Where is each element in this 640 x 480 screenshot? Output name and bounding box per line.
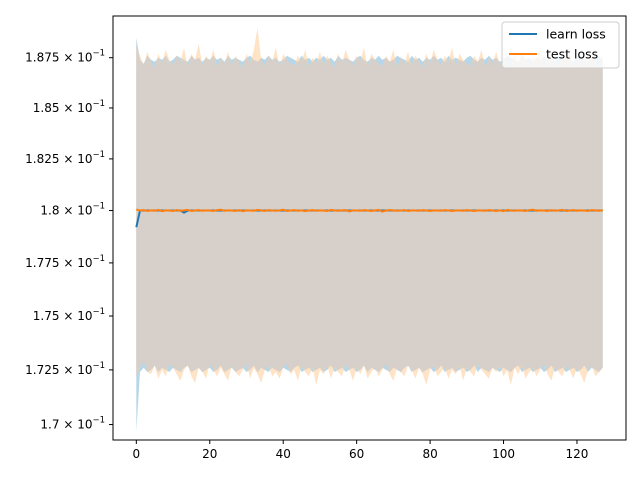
y-tick-label: 1.825 × 10−1 (25, 150, 105, 166)
y-tick-label: 1.8 × 10−1 (40, 202, 105, 218)
line-test-loss (136, 208, 603, 213)
legend: learn loss test loss (501, 21, 620, 69)
legend-label-learn-loss: learn loss (546, 27, 606, 42)
y-tick-label: 1.775 × 10−1 (25, 254, 105, 270)
x-axis: 0 20 40 60 80 100 120 (132, 440, 588, 461)
y-axis: 1.7 × 10−1 1.725 × 10−1 1.75 × 10−1 1.775 ×… (25, 49, 113, 432)
x-tick-label: 40 (276, 447, 291, 461)
y-tick-label: 1.725 × 10−1 (25, 361, 105, 377)
y-tick-label: 1.85 × 10−1 (33, 99, 105, 115)
x-tick-label: 0 (132, 447, 140, 461)
y-tick-label: 1.75 × 10−1 (33, 307, 105, 323)
legend-label-test-loss: test loss (546, 47, 598, 62)
x-tick-label: 120 (566, 447, 589, 461)
confidence-bands (136, 27, 603, 432)
y-tick-label: 1.7 × 10−1 (40, 416, 105, 432)
y-tick-label: 1.875 × 10−1 (25, 49, 105, 65)
x-tick-label: 20 (202, 447, 217, 461)
plot-frame (112, 15, 627, 441)
x-tick-label: 80 (422, 447, 437, 461)
series-lines (135, 208, 603, 228)
x-tick-label: 100 (492, 447, 515, 461)
x-tick-label: 60 (349, 447, 364, 461)
